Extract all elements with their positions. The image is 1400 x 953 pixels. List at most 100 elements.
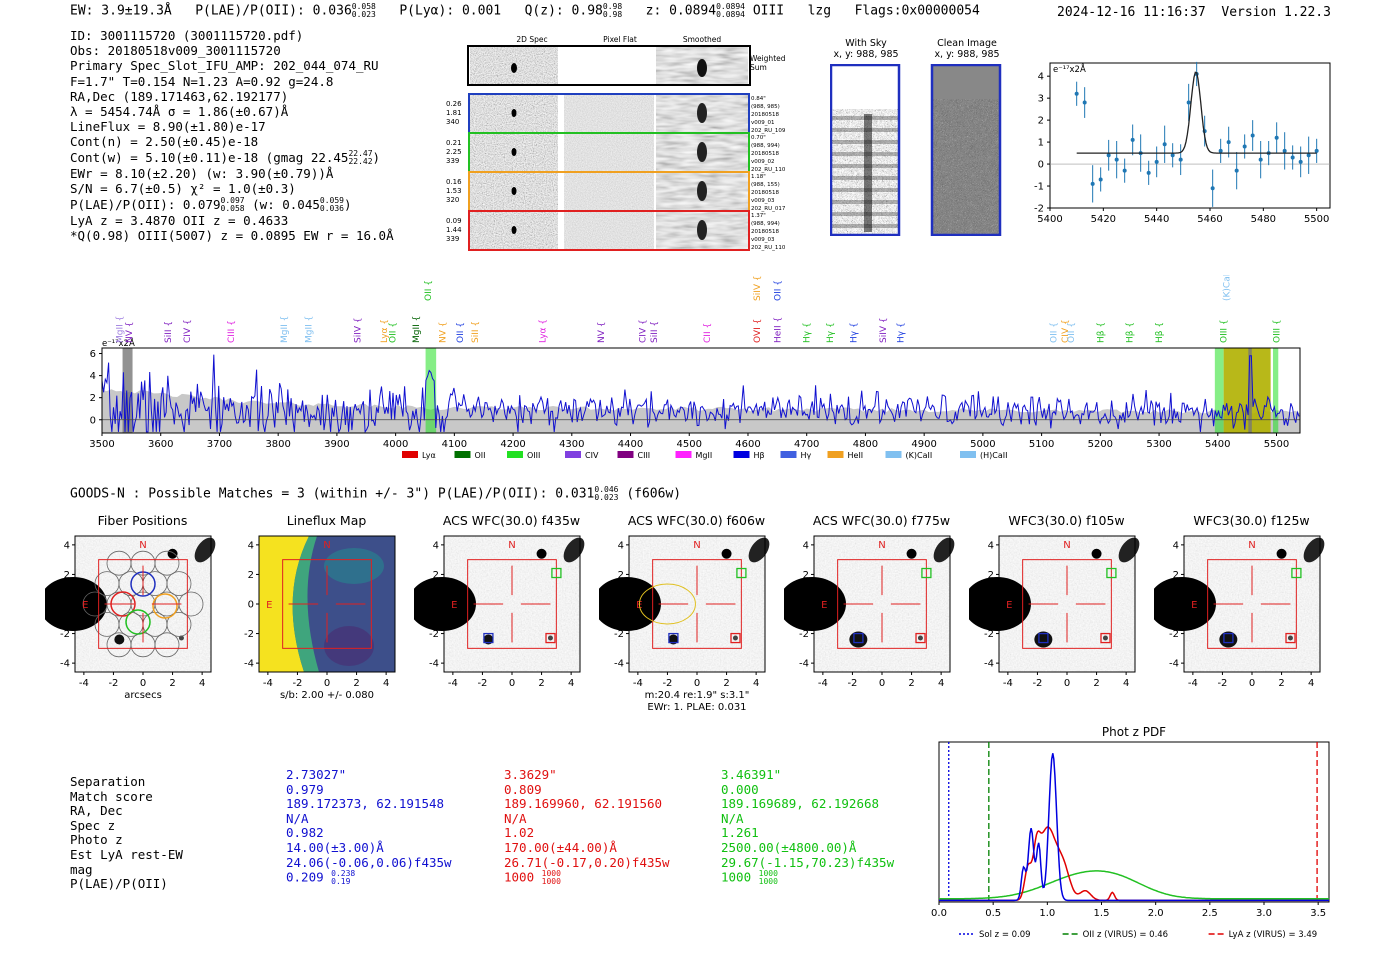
zoom-ytick-label: 4	[1038, 72, 1044, 83]
cutout-count: 320	[446, 196, 459, 204]
cutout-annotation: v009_02	[751, 159, 775, 165]
match-column: 3.46391" 0.000 189.169689, 62.192668 N/A 1.2…	[721, 767, 894, 887]
spec-xtick-label: 3500	[89, 439, 114, 450]
info-plae: P(LAE)/P(OII): 0.0790.097 0.058 (w: 0.045…	[70, 196, 352, 214]
legend-label: (K)CaII	[906, 451, 933, 460]
panel-xtick-label: 2	[1093, 678, 1099, 689]
line-id-text: Lyα {	[380, 319, 390, 343]
cutout-count: 339	[446, 235, 459, 243]
galaxy-small	[1091, 548, 1102, 559]
panel-caption: m:20.4 re:1.9" s:3.1"	[645, 690, 750, 701]
match-value: 0.982	[286, 825, 324, 841]
match-box-red	[545, 632, 556, 644]
panel-title: WFC3(30.0) f105w	[1008, 513, 1125, 528]
spec-xtick-label: 4500	[677, 439, 702, 450]
line-id-text: NV {	[597, 322, 607, 343]
compass-n: N	[1248, 540, 1255, 551]
line-id-text: MgII {	[116, 316, 126, 343]
spec-xtick-label: 5000	[970, 439, 995, 450]
fiber-circle	[94, 612, 120, 637]
zoom-data-point	[1242, 144, 1247, 149]
cutout-gap	[558, 212, 564, 249]
panel-ytick-label: 0	[803, 600, 809, 611]
goods-text: GOODS-N : Possible Matches = 3 (within +…	[70, 486, 595, 502]
match-row-label: mag	[70, 861, 93, 877]
info-id: ID: 3001115720 (3001115720.pdf)	[70, 28, 304, 43]
line-id-text: OIII {	[1273, 319, 1283, 343]
match-box-blue	[1038, 632, 1049, 644]
line-id-label: CIV {	[638, 319, 648, 343]
spec-xtick-label: 4800	[853, 439, 878, 450]
match-sup: 0.238	[331, 869, 356, 879]
galaxy-edge	[194, 537, 216, 563]
goods-hi: 0.046	[594, 485, 619, 494]
qz-value: Q(z): 0.98	[524, 3, 603, 19]
panel-ytick-label: -4	[799, 659, 809, 670]
cutout-frame	[468, 210, 750, 251]
line-id-label: MgII {	[412, 316, 422, 343]
legend-swatch	[885, 451, 902, 458]
spec-cutouts: 2D Spec Pixel Flat Smoothed Weighted Sum…	[446, 35, 786, 251]
qz-hi: 0.98	[602, 2, 623, 11]
goods-line: GOODS-N : Possible Matches = 3 (within +…	[70, 486, 681, 502]
match-value: 0.209 0.238 0.19	[286, 869, 356, 887]
zoom-ytick-label: 1	[1038, 138, 1044, 149]
compass-e: E	[266, 600, 272, 611]
search-box	[1022, 559, 1112, 649]
sky-clean-images	[830, 64, 1002, 236]
pdf-xtick-label: 2.5	[1202, 908, 1218, 919]
line-id-label: NV {	[597, 322, 607, 343]
zoom-data-point	[1210, 186, 1215, 191]
cutout-gap	[558, 95, 564, 132]
match-value: 3.3629"	[504, 767, 557, 782]
compass-n: N	[1063, 540, 1070, 551]
panel-xtick-label: 4	[938, 678, 944, 689]
line-id-label: OII {	[773, 280, 783, 301]
zoom-data-point	[1226, 140, 1231, 145]
pdf-xtick-label: 0.5	[985, 908, 1001, 919]
line-id-text: MgII {	[412, 316, 422, 343]
match-row-label: Spec z	[70, 817, 116, 833]
fiber-circle	[166, 571, 192, 596]
line-id-label: SiIV {	[353, 317, 363, 343]
match-row-label: Photo z	[70, 832, 123, 848]
match-value: 1.02	[504, 825, 535, 841]
galaxy-faint	[1287, 635, 1293, 641]
timestamp-text: 2024-12-16 11:16:37	[1057, 5, 1206, 20]
panel-ytick-label: -2	[1169, 629, 1179, 640]
cutout-value: 1.44	[446, 226, 462, 234]
match-value: 189.172373, 62.191548	[286, 796, 445, 812]
compass-e: E	[1191, 600, 1197, 611]
line-id-text: OII {	[389, 322, 399, 343]
lzg-flag: lzg	[807, 3, 832, 19]
cutout-line-blob	[511, 226, 517, 234]
legend-label: CIV	[585, 451, 599, 460]
spec-xtick-label: 3900	[324, 439, 349, 450]
line-id-label: SiIV {	[753, 275, 763, 301]
goods-band: (f606w)	[626, 486, 682, 502]
line-id-text: CIV {	[638, 319, 648, 343]
weighted-smooth-blob	[697, 59, 707, 77]
panel-xtick-label: -4	[633, 678, 643, 689]
spec-xtick-label: 3800	[265, 439, 290, 450]
galaxy-edge	[1303, 537, 1325, 563]
galaxy-small	[906, 548, 917, 559]
match-box-green	[736, 567, 747, 579]
spec-xtick-label: 4000	[383, 439, 408, 450]
galaxy-large	[599, 577, 661, 631]
image-panel: N E -4 -4 -2 -2 0 0 2 2 4 4	[414, 535, 585, 689]
info-contn: Cont(n) = 2.50(±0.45)e-18	[70, 134, 259, 150]
cutout-value: 1.81	[446, 109, 462, 117]
fiber-highlight-orange	[152, 593, 178, 619]
match-row-label: Est LyA rest-EW	[70, 846, 183, 862]
spectrum-axes	[101, 347, 1301, 434]
oii-highlight	[425, 348, 437, 433]
line-id-label: SiII {	[164, 321, 174, 343]
match-box-red	[730, 632, 741, 644]
match-value: 1.261	[721, 825, 759, 841]
match-sub: 1000	[758, 877, 778, 887]
line-id-label: OII {	[456, 322, 466, 343]
match-value: 14.00(±3.00)Å	[286, 839, 384, 855]
match-box-blue	[668, 632, 679, 644]
